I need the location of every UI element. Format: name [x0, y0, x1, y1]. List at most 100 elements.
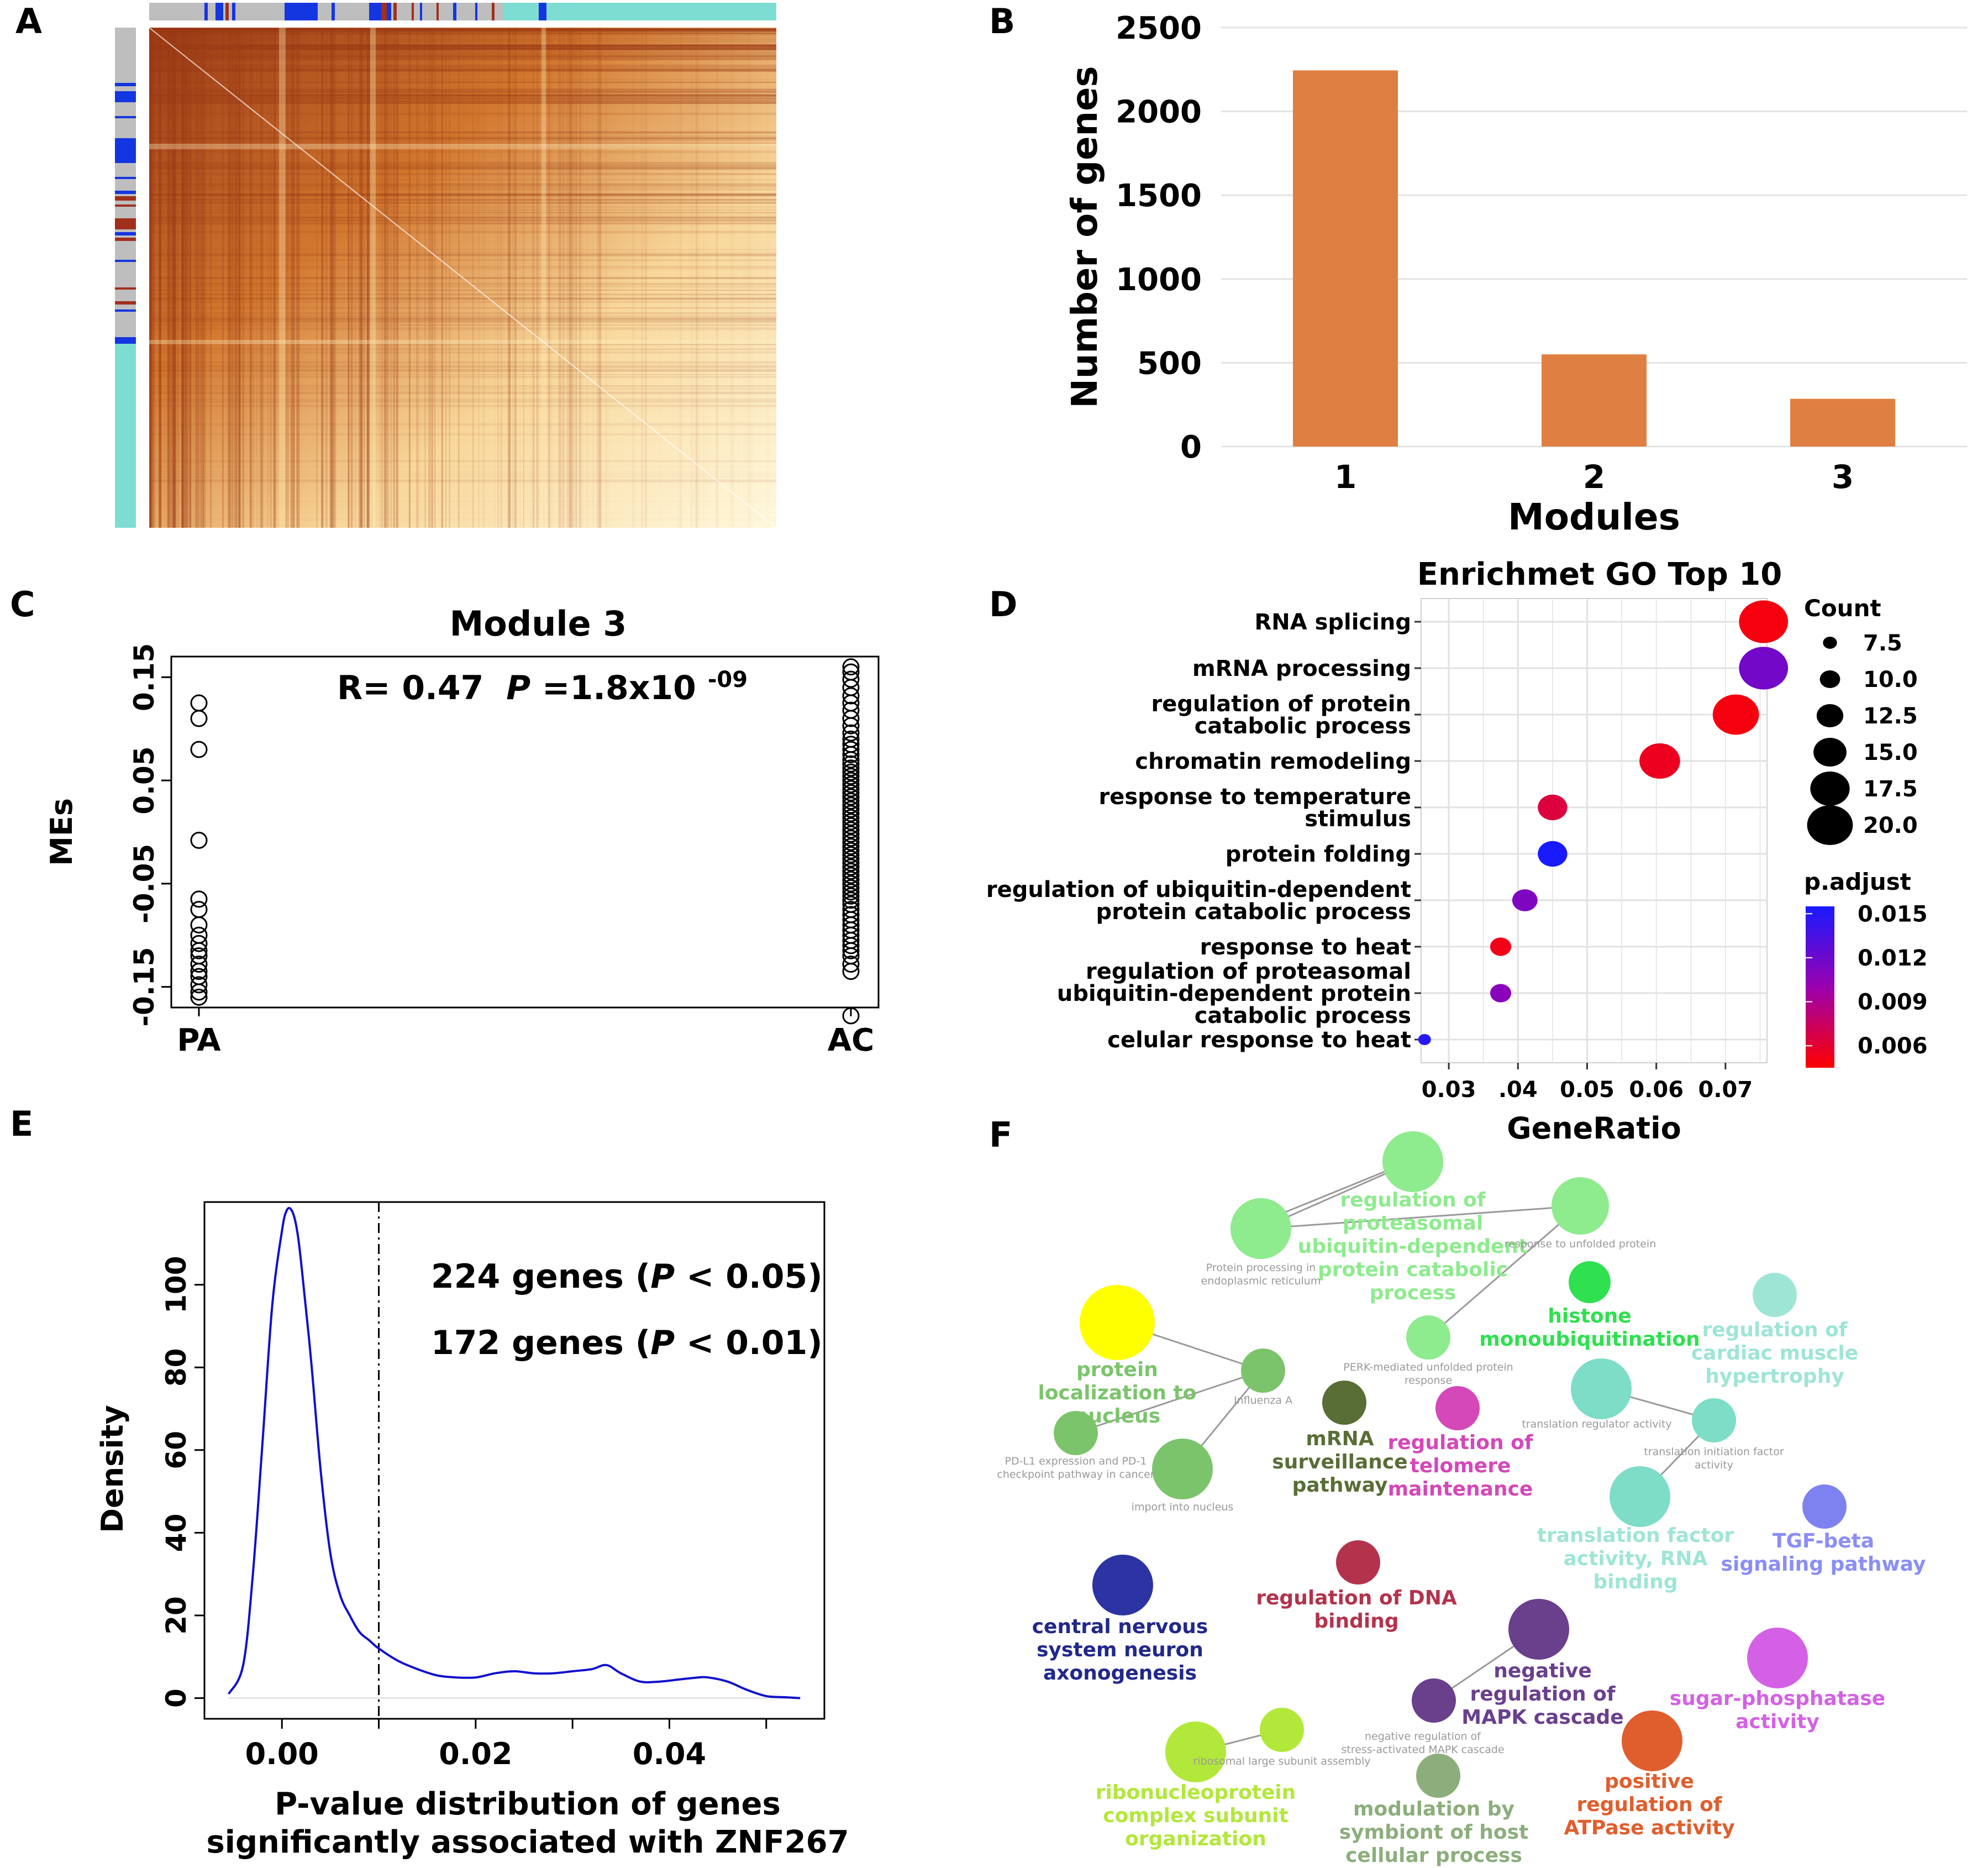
panel-e-ytick-label: 100	[160, 1256, 192, 1313]
heatmap-stripe-v	[575, 28, 577, 528]
heatmap-stripe-v	[149, 28, 151, 528]
module-bar-top-brown	[492, 3, 495, 20]
network-label: regulation of	[1702, 1319, 1847, 1341]
heatmap-stripe-h	[149, 88, 776, 91]
count-legend-dot	[1813, 738, 1847, 767]
heatmap-stripe-v	[569, 28, 571, 528]
heatmap-stripe-h	[149, 28, 776, 30]
heatmap-stripe-v	[432, 28, 433, 528]
network-label: cellular process	[1345, 1844, 1522, 1867]
panel-c-point	[842, 830, 860, 847]
heatmap-stripe-h	[149, 198, 776, 201]
network-node	[1552, 1177, 1609, 1235]
panel-d-xtick-label: .04	[1498, 1077, 1538, 1103]
module-bar-left-blue	[115, 337, 136, 344]
heatmap-stripe-h	[149, 217, 776, 219]
panel-c-r: R= 0.47	[337, 669, 483, 707]
heatmap-stripe-h	[149, 59, 776, 61]
module-bar-top-brown	[225, 3, 229, 20]
heatmap-stripe-h	[149, 143, 776, 144]
heatmap-stripe-h	[149, 200, 776, 201]
heatmap-stripe-v	[478, 28, 480, 528]
panel-c-point	[842, 763, 860, 781]
heatmap-stripe-h	[149, 174, 776, 176]
heatmap-stripe-h	[149, 29, 776, 32]
heatmap-stripe-h	[149, 33, 776, 36]
network-label: translation initiation factor	[1644, 1446, 1784, 1458]
heatmap-stripe-h	[149, 47, 776, 49]
panel-c-point	[842, 813, 860, 831]
count-legend-label: 7.5	[1863, 631, 1902, 656]
heatmap-stripe-v	[361, 28, 364, 528]
heatmap-stripe-v	[606, 28, 607, 528]
panel-d-dot	[1538, 794, 1568, 821]
heatmap-stripe-v	[185, 28, 187, 528]
heatmap-diagonal	[149, 27, 777, 528]
panel-d-plot-area	[1421, 598, 1768, 1063]
heatmap-stripe-v	[632, 28, 634, 528]
heatmap-stripe-h	[149, 199, 776, 200]
heatmap-stripe-h	[149, 230, 776, 234]
heatmap-stripe-v	[393, 28, 395, 528]
panel-b-ytick-label: 1500	[1116, 178, 1202, 214]
heatmap-stripe-h	[149, 131, 776, 134]
module-bar-left	[115, 28, 136, 528]
heatmap-stripe-h	[149, 206, 776, 208]
network-label: MAPK cascade	[1461, 1706, 1623, 1729]
heatmap-stripe-v	[228, 28, 230, 528]
panel-d-dot	[1739, 600, 1789, 643]
network-label: translation regulator activity	[1522, 1418, 1671, 1430]
panel-d-dot	[1739, 647, 1789, 690]
heatmap-stripe-h	[149, 56, 776, 57]
network-label: Influenza A	[1234, 1394, 1292, 1407]
heatmap-band-v	[370, 28, 376, 528]
heatmap-stripe-h	[149, 113, 776, 116]
network-label: negative	[1493, 1660, 1592, 1682]
network-label: response	[1405, 1374, 1452, 1387]
panel-e-xtick-label: 0.04	[633, 1736, 706, 1771]
heatmap-stripe-v	[472, 28, 474, 528]
heatmap-stripe-v	[586, 28, 588, 528]
panel-d-dot	[1712, 694, 1759, 735]
heatmap-stripe-h	[149, 41, 776, 43]
heatmap-stripe-h	[149, 98, 776, 99]
heatmap-stripe-v	[640, 28, 644, 528]
panel-c-point	[842, 963, 860, 980]
heatmap-stripe-v	[548, 28, 550, 528]
network-label: protein catabolic	[1318, 1258, 1508, 1281]
panel-c-xtick-label: AC	[828, 1022, 874, 1058]
heatmap-stripe-h	[149, 112, 776, 114]
heatmap-stripe-v	[644, 28, 648, 528]
heatmap-band-h	[149, 340, 776, 344]
panel-c-point	[842, 850, 860, 868]
heatmap-stripe-v	[291, 28, 294, 528]
panel-d-term-label: ubiquitin-dependent protein	[1057, 981, 1411, 1006]
panel-b-bar-chart: 0 500 1000 1500 2000 2500 1 2 3 Modules Number of …	[1065, 11, 1967, 538]
panel-c-ytick-label: -0.15	[128, 947, 160, 1027]
heatmap-stripe-h	[149, 471, 776, 473]
panel-b-bar	[1790, 398, 1895, 447]
panel-d-term-label: protein folding	[1226, 842, 1411, 867]
heatmap-stripe-h	[149, 166, 776, 169]
heatmap-stripe-v	[171, 28, 173, 528]
heatmap-stripe-v	[385, 28, 387, 528]
heatmap-stripe-v	[236, 28, 238, 528]
module-bar-left-blue	[115, 309, 136, 312]
heatmap-stripe-v	[358, 28, 361, 528]
panel-c-scatter: Module 3 R= 0.47 P =1.8x10 -09 -0.15 -0.0…	[44, 604, 880, 1058]
heatmap-stripe-v	[434, 28, 436, 528]
panel-c-point	[842, 772, 860, 789]
network-label: mRNA	[1306, 1428, 1374, 1450]
heatmap-stripe-v	[508, 28, 511, 528]
panel-d-term-label: response to heat	[1200, 935, 1411, 960]
panel-c-point	[190, 976, 208, 994]
network-label: regulation of	[1340, 1189, 1485, 1211]
network-node	[1571, 1358, 1632, 1419]
heatmap-stripe-v	[261, 28, 264, 528]
network-node	[1054, 1411, 1098, 1455]
network-label: translation factor	[1537, 1524, 1734, 1547]
network-node	[1241, 1348, 1285, 1393]
heatmap-stripe-h	[149, 183, 776, 186]
panel-c-point	[842, 724, 860, 742]
network-label: process	[1370, 1282, 1456, 1304]
